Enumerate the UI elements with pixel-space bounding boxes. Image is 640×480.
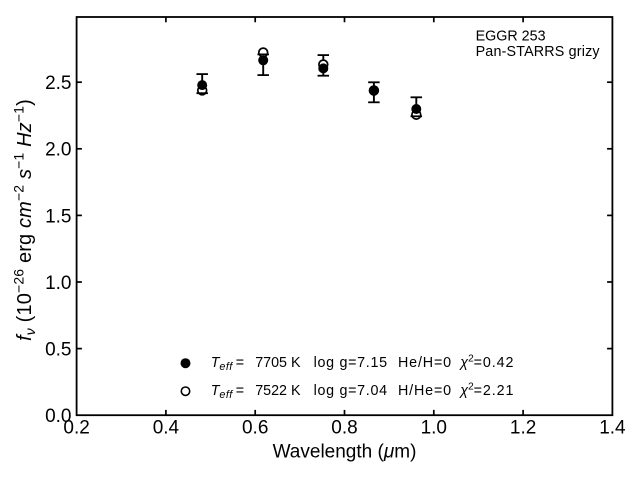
svg-text:Wavelength (μm): Wavelength (μm) <box>273 442 417 463</box>
svg-text:0.4: 0.4 <box>153 418 180 439</box>
svg-text:1.0: 1.0 <box>421 418 447 439</box>
svg-text:1.0: 1.0 <box>45 273 71 294</box>
svg-text:0.5: 0.5 <box>45 340 71 361</box>
svg-text:1.5: 1.5 <box>45 206 71 227</box>
svg-text:0.0: 0.0 <box>45 406 71 427</box>
svg-text:fν (10−26 erg cm−2 s−1 Hz−1): fν (10−26 erg cm−2 s−1 Hz−1) <box>11 99 39 341</box>
svg-text:2.0: 2.0 <box>45 140 71 161</box>
svg-text:0.8: 0.8 <box>331 418 357 439</box>
svg-text:0.2: 0.2 <box>63 418 89 439</box>
svg-text:1.2: 1.2 <box>510 418 536 439</box>
svg-text:0.6: 0.6 <box>242 418 268 439</box>
svg-text:1.4: 1.4 <box>599 418 626 439</box>
svg-text:2.5: 2.5 <box>45 73 71 94</box>
svg-text:EGGR 253: EGGR 253 <box>476 29 546 45</box>
svg-text:Pan-STARRS grizy: Pan-STARRS grizy <box>476 44 601 60</box>
